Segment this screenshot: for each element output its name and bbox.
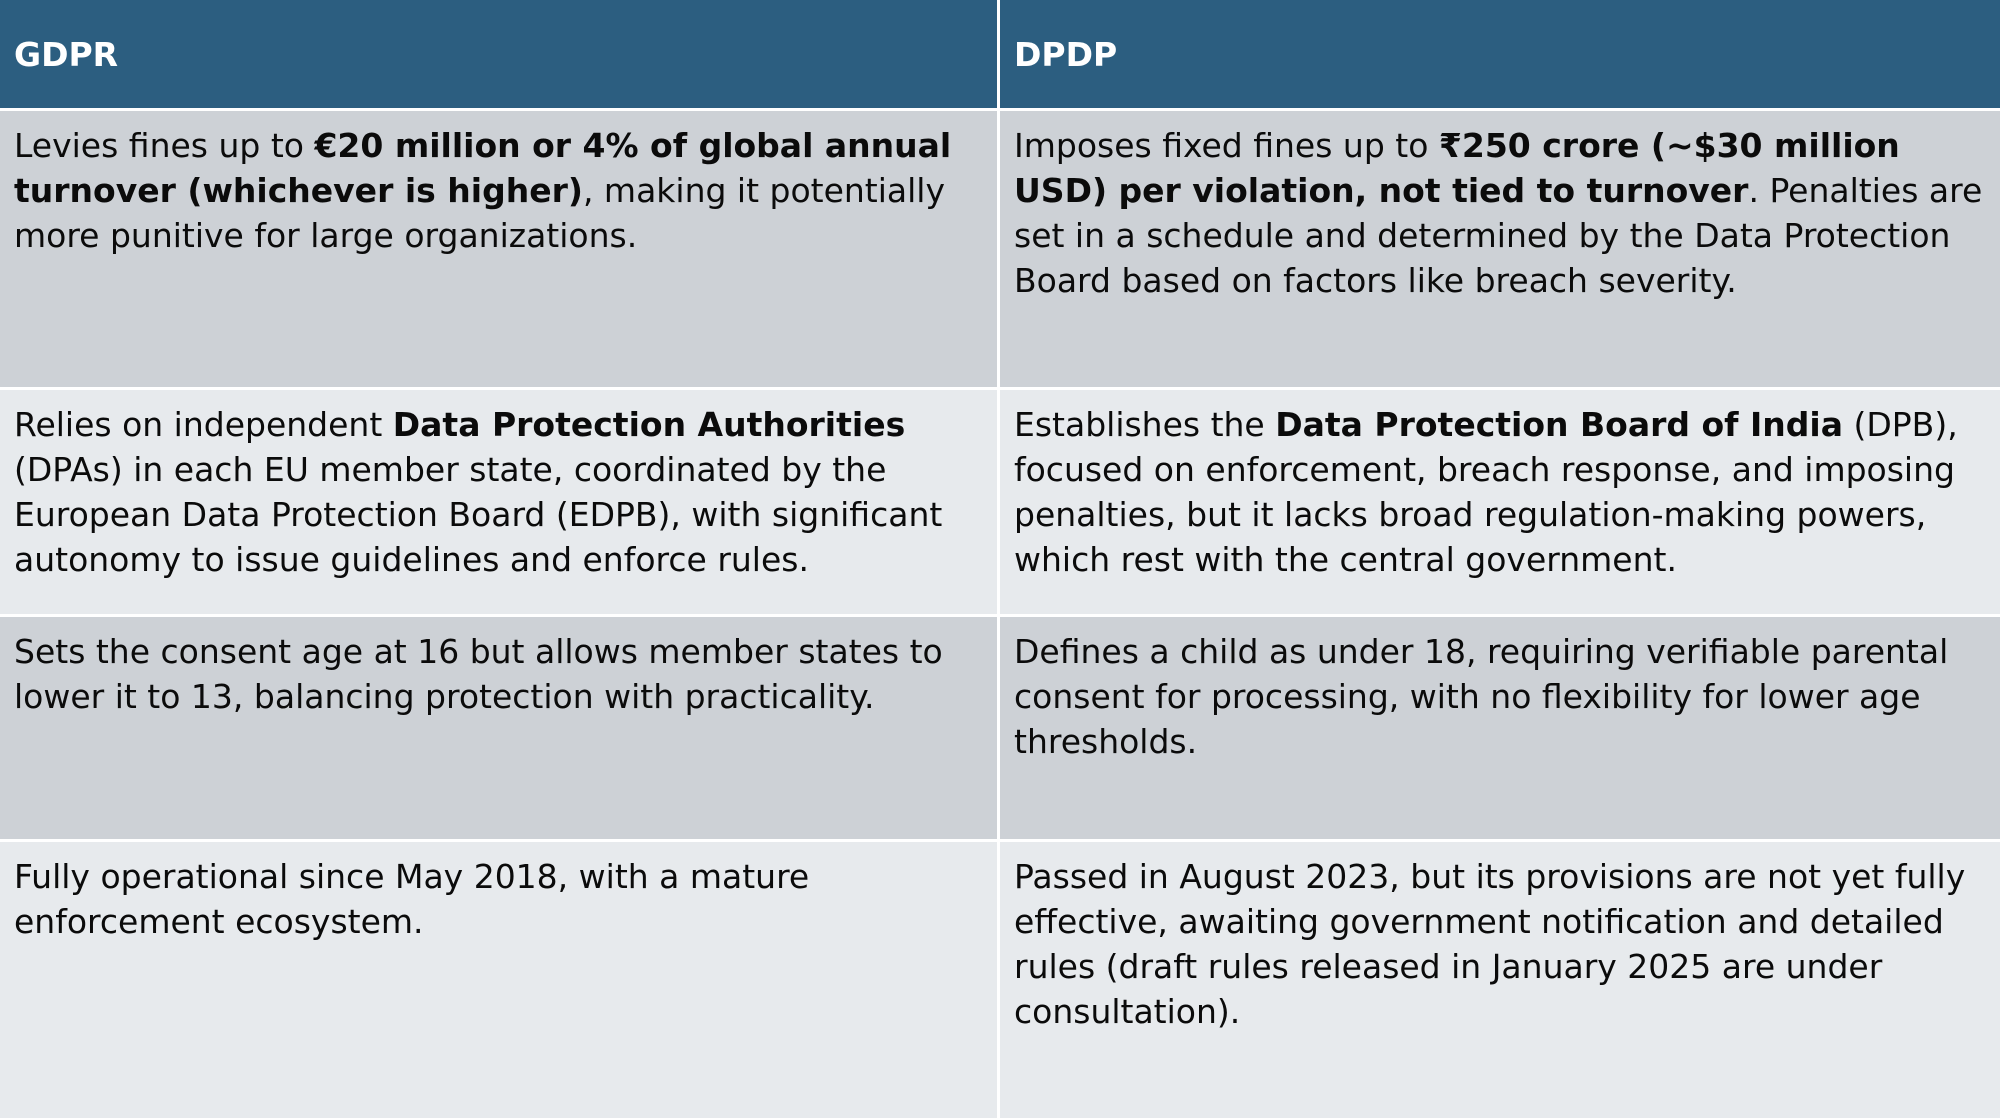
cell-text: Sets the consent age at 16 but allows me… bbox=[14, 632, 943, 716]
row-authority-gdpr-cell: Relies on independent Data Protection Au… bbox=[0, 390, 997, 614]
header-gdpr-label: GDPR bbox=[14, 34, 119, 74]
cell-text: Passed in August 2023, but its provision… bbox=[1014, 857, 1966, 1031]
header-dpdp: DPDP bbox=[1000, 0, 2000, 108]
cell-text: Levies fines up to bbox=[14, 126, 315, 165]
cell-bold-text: ₹250 crore (~$30 million USD) per violat… bbox=[1014, 126, 1900, 210]
cell-bold-text: €20 million or 4% of global annual turno… bbox=[14, 126, 952, 210]
row-status-gdpr-cell: Fully operational since May 2018, with a… bbox=[0, 842, 997, 1118]
cell-text: , making it potentially more punitive fo… bbox=[14, 171, 946, 255]
cell-text: Relies on independent bbox=[14, 405, 393, 444]
cell-text: Defines a child as under 18, requiring v… bbox=[1014, 632, 1949, 761]
row-consent-age-dpdp-cell: Defines a child as under 18, requiring v… bbox=[1000, 617, 2000, 839]
cell-bold-text: Data Protection Authorities bbox=[392, 405, 906, 444]
cell-text: Establishes the bbox=[1014, 405, 1276, 444]
row-fines-gdpr-cell: Levies fines up to €20 million or 4% of … bbox=[0, 111, 997, 387]
cell-text: (DPAs) in each EU member state, coordina… bbox=[14, 450, 943, 579]
row-fines-dpdp-cell: Imposes fixed fines up to ₹250 crore (~$… bbox=[1000, 111, 2000, 387]
cell-bold-text: Data Protection Board of India bbox=[1275, 405, 1843, 444]
cell-text: . Penalties are set in a schedule and de… bbox=[1014, 171, 1983, 300]
cell-text: (DPB), focused on enforcement, breach re… bbox=[1014, 405, 1958, 579]
cell-text: Imposes fixed fines up to bbox=[1014, 126, 1439, 165]
row-consent-age-gdpr-cell: Sets the consent age at 16 but allows me… bbox=[0, 617, 997, 839]
header-dpdp-label: DPDP bbox=[1014, 34, 1118, 74]
cell-text: Fully operational since May 2018, with a… bbox=[14, 857, 810, 941]
row-status-dpdp-cell: Passed in August 2023, but its provision… bbox=[1000, 842, 2000, 1118]
header-gdpr: GDPR bbox=[0, 0, 997, 108]
row-authority-dpdp-cell: Establishes the Data Protection Board of… bbox=[1000, 390, 2000, 614]
